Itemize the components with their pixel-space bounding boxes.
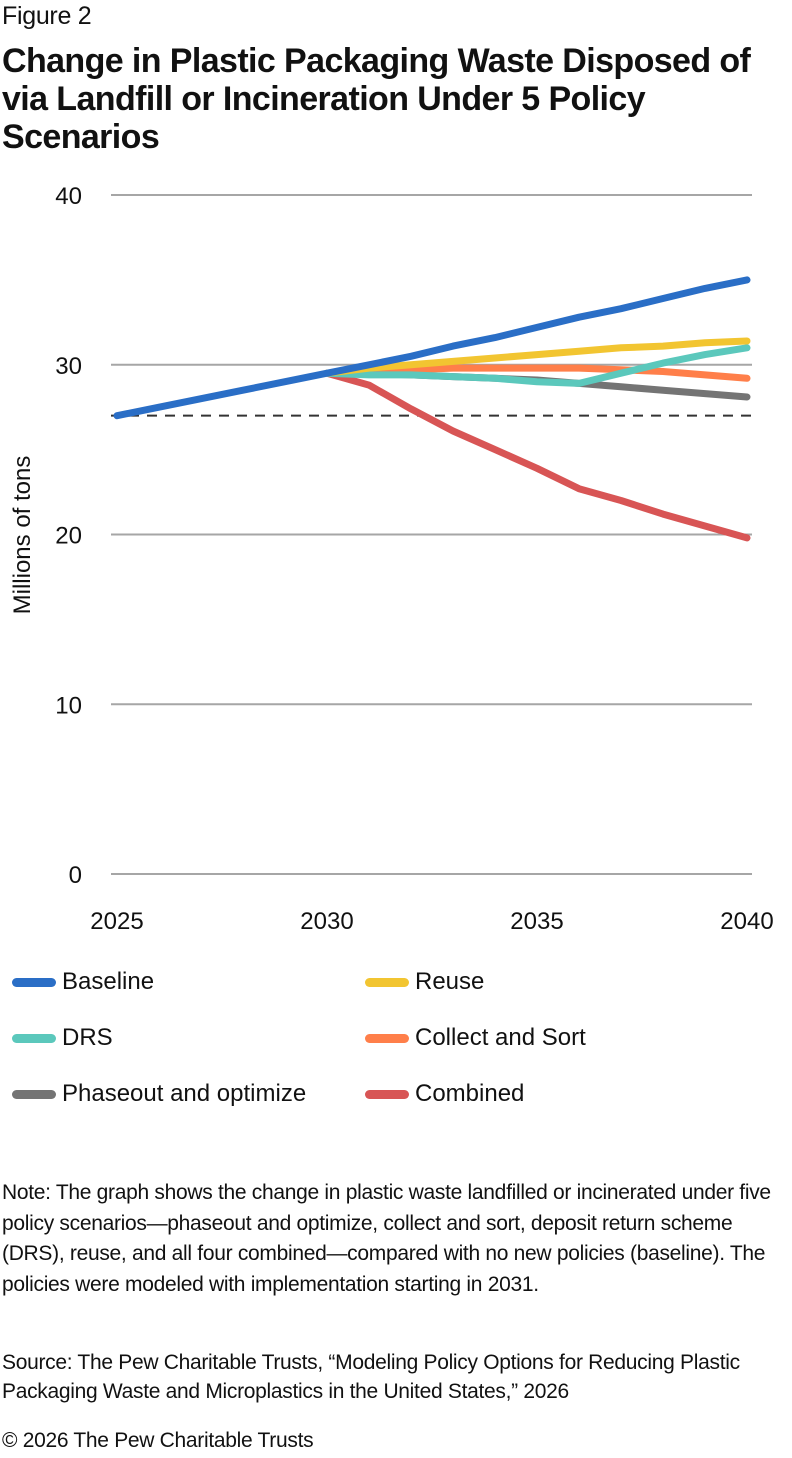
series-line-combined [323,369,751,542]
x-tick-label: 2035 [510,908,563,935]
legend-swatch [365,1033,409,1043]
y-tick-label: 20 [55,523,82,550]
y-tick-label: 0 [69,862,82,889]
legend-item-collect-and-sort: Collect and Sort [365,1024,586,1052]
chart-title: Change in Plastic Packaging Waste Dispos… [2,42,751,156]
legend-label: Reuse [415,968,485,995]
x-tick-label: 2040 [720,908,773,935]
legend-swatch [12,977,56,987]
figure-label: Figure 2 [2,2,92,30]
legend-item-baseline: Baseline [12,968,154,996]
x-axis-ticks: 2025 2030 2035 2040 [90,908,773,935]
series-line-reuse [323,337,751,377]
y-axis-ticks: 0 10 20 30 40 [55,183,82,889]
x-tick-label: 2025 [90,908,143,935]
legend-label: Combined [415,1080,525,1107]
legend-item-reuse: Reuse [365,968,484,996]
legend-swatch [12,1033,56,1043]
y-tick-label: 10 [55,692,82,719]
x-tick-label: 2030 [300,908,353,935]
legend-label: Baseline [62,968,155,995]
y-tick-label: 30 [55,353,82,380]
legend-label: DRS [62,1024,113,1051]
legend-label: Collect and Sort [415,1024,586,1051]
source-text: Source: The Pew Charitable Trusts, “Mode… [2,1351,740,1403]
series-line-baseline [113,276,751,420]
legend-item-combined: Combined [365,1080,524,1108]
copyright-text: © 2026 The Pew Charitable Trusts [2,1429,314,1452]
legend-item-phaseout-and-optimize: Phaseout and optimize [12,1080,306,1108]
legend-item-drs: DRS [12,1024,113,1052]
series-line-collect-and-sort [323,364,751,382]
legend-swatch [12,1089,56,1099]
legend-swatch [365,977,409,987]
legend-label: Phaseout and optimize [62,1080,307,1107]
y-axis-label: Millions of tons [9,456,36,615]
note-text: Note: The graph shows the change in plas… [2,1181,771,1296]
series-line-drs [323,344,751,387]
series-lines [113,276,751,542]
legend-swatch [365,1089,409,1099]
y-tick-label: 40 [55,183,82,210]
